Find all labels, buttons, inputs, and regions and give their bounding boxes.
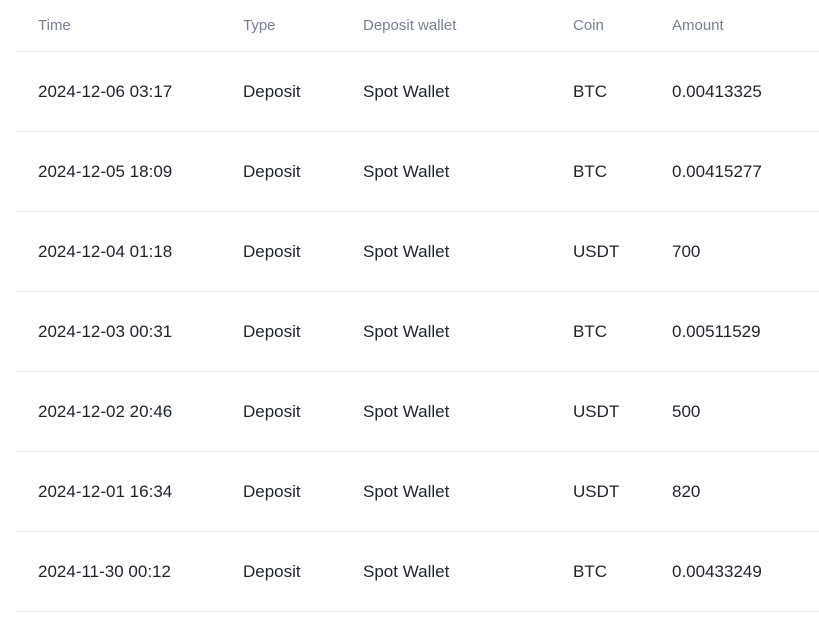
cell-wallet: Spot Wallet <box>363 451 573 532</box>
column-header-amount: Amount <box>672 0 819 52</box>
cell-time: 2024-12-03 00:31 <box>16 291 243 372</box>
cell-type: Deposit <box>243 531 363 612</box>
table-row[interactable]: 2024-12-01 16:34 Deposit Spot Wallet USD… <box>16 451 819 532</box>
column-header-time: Time <box>16 0 243 52</box>
column-header-type: Type <box>243 0 363 52</box>
cell-coin: BTC <box>573 51 672 132</box>
cell-amount: 820 <box>672 451 819 532</box>
deposit-history-table: Time Type Deposit wallet Coin Amount 202… <box>16 0 819 612</box>
cell-coin: BTC <box>573 131 672 212</box>
cell-coin: BTC <box>573 291 672 372</box>
cell-amount: 0.00415277 <box>672 131 819 212</box>
cell-type: Deposit <box>243 371 363 452</box>
cell-amount: 0.00433249 <box>672 531 819 612</box>
cell-wallet: Spot Wallet <box>363 531 573 612</box>
table-row[interactable]: 2024-12-04 01:18 Deposit Spot Wallet USD… <box>16 211 819 292</box>
table-row[interactable]: 2024-12-02 20:46 Deposit Spot Wallet USD… <box>16 371 819 452</box>
table-row[interactable]: 2024-12-03 00:31 Deposit Spot Wallet BTC… <box>16 291 819 372</box>
cell-time: 2024-11-30 00:12 <box>16 531 243 612</box>
cell-time: 2024-12-01 16:34 <box>16 451 243 532</box>
table-row[interactable]: 2024-11-30 00:12 Deposit Spot Wallet BTC… <box>16 531 819 612</box>
cell-type: Deposit <box>243 211 363 292</box>
column-header-coin: Coin <box>573 0 672 52</box>
cell-type: Deposit <box>243 51 363 132</box>
cell-time: 2024-12-06 03:17 <box>16 51 243 132</box>
cell-wallet: Spot Wallet <box>363 291 573 372</box>
table-row[interactable]: 2024-12-06 03:17 Deposit Spot Wallet BTC… <box>16 51 819 132</box>
cell-coin: BTC <box>573 531 672 612</box>
cell-wallet: Spot Wallet <box>363 371 573 452</box>
cell-type: Deposit <box>243 291 363 372</box>
cell-amount: 0.00511529 <box>672 291 819 372</box>
cell-amount: 500 <box>672 371 819 452</box>
column-header-wallet: Deposit wallet <box>363 0 573 52</box>
cell-coin: USDT <box>573 451 672 532</box>
cell-type: Deposit <box>243 451 363 532</box>
cell-time: 2024-12-02 20:46 <box>16 371 243 452</box>
table-header-row: Time Type Deposit wallet Coin Amount <box>16 0 819 52</box>
cell-amount: 700 <box>672 211 819 292</box>
cell-coin: USDT <box>573 211 672 292</box>
cell-wallet: Spot Wallet <box>363 211 573 292</box>
cell-wallet: Spot Wallet <box>363 51 573 132</box>
cell-wallet: Spot Wallet <box>363 131 573 212</box>
cell-coin: USDT <box>573 371 672 452</box>
cell-type: Deposit <box>243 131 363 212</box>
cell-time: 2024-12-04 01:18 <box>16 211 243 292</box>
table-row[interactable]: 2024-12-05 18:09 Deposit Spot Wallet BTC… <box>16 131 819 212</box>
cell-time: 2024-12-05 18:09 <box>16 131 243 212</box>
cell-amount: 0.00413325 <box>672 51 819 132</box>
